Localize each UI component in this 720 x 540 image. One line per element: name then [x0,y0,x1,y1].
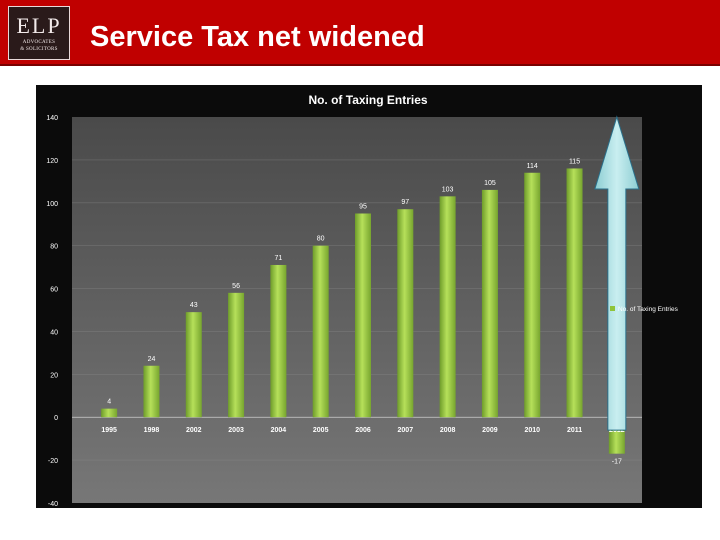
y-tick-label: 40 [50,329,58,336]
x-tick-label-2011: 2011 [567,427,582,434]
arrow-shape [594,115,640,431]
data-label-2007: 97 [401,199,409,206]
data-label-2004: 71 [274,255,282,262]
logo-text: ELP [16,13,62,38]
data-label-2010: 114 [527,163,538,170]
y-tick-label: 60 [50,287,58,294]
data-label-2003: 56 [232,283,240,290]
y-tick-label: -20 [48,458,58,465]
logo-subtitle-line2: & SOLICITORS [20,47,58,52]
bar-2010 [524,172,541,418]
bar-2003 [228,292,245,418]
bar-2011 [566,168,583,418]
legend-swatch [610,306,615,311]
logo-subtitle-line1: ADVOCATES [22,40,56,45]
bar-1995 [101,408,118,418]
data-label-2008: 103 [442,186,454,193]
bar-2009 [481,189,498,418]
x-tick-label-2004: 2004 [271,427,287,434]
data-label-2006: 95 [359,204,367,211]
x-tick-label-2007: 2007 [398,427,414,434]
x-tick-label-2009: 2009 [482,427,498,434]
data-label-2012: -17 [612,459,622,466]
y-tick-label: 80 [50,244,58,251]
chart-panel: No. of Taxing Entries 140 120 100 80 60 40 20 0… [36,85,702,508]
data-label-1995: 4 [107,399,111,406]
x-tick-label-1998: 1998 [144,427,160,434]
legend-label: No. of Taxing Entries [618,306,679,313]
data-label-2005: 80 [317,236,325,243]
bar-2006 [355,213,371,418]
x-tick-label-2006: 2006 [355,427,371,434]
slide-title: Service Tax net widened [90,21,425,53]
bar-2004 [270,264,287,418]
x-tick-label-2010: 2010 [524,427,540,434]
bar-2008 [439,196,456,418]
data-label-1998: 24 [148,356,156,363]
x-tick-label-2008: 2008 [440,427,456,434]
data-label-2011: 115 [569,158,580,165]
y-axis: 140 120 100 80 60 40 20 0 -20 -40 [46,115,58,508]
chart-legend: No. of Taxing Entries [610,306,679,313]
x-tick-label-2012: 2012 [609,427,625,434]
bars: 4 1995 24 1998 43 2002 56 2003 71 2004 80 2005 95 200… [101,158,625,466]
bar-2005 [312,245,329,418]
bar-2007 [397,209,414,418]
bar-1998 [143,365,160,418]
elp-logo: ELP ADVOCATES & SOLICITORS [8,6,70,60]
chart-title: No. of Taxing Entries [308,93,427,107]
y-tick-label: 140 [46,115,58,122]
data-label-2002: 43 [190,302,198,309]
x-tick-label-2003: 2003 [228,427,244,434]
slide-header: ELP ADVOCATES & SOLICITORS Service Tax n… [0,0,720,66]
y-tick-label: 120 [46,158,58,165]
y-tick-label: 100 [46,201,58,208]
x-tick-label-2005: 2005 [313,427,329,434]
bar-chart: No. of Taxing Entries 140120100806040200… [46,93,679,508]
x-tick-label-2002: 2002 [186,427,202,434]
x-tick-label-1995: 1995 [101,427,117,434]
y-tick-label: 20 [50,372,58,379]
data-label-2009: 105 [484,180,496,187]
bar-2002 [185,312,202,418]
y-tick-label: 0 [54,415,58,422]
y-tick-label: -40 [48,501,58,508]
upward-arrow [594,115,640,431]
